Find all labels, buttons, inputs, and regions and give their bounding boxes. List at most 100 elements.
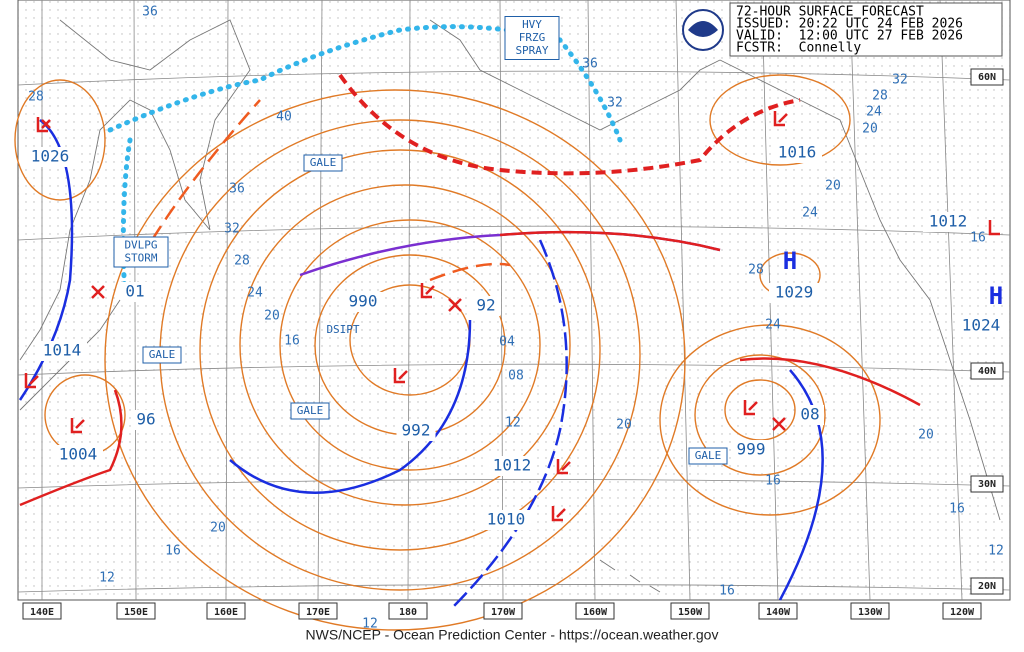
header-forecaster: FCSTR: Connelly <box>736 41 861 56</box>
pressure-center: 1014 <box>43 341 82 360</box>
hazard-box <box>504 16 560 60</box>
isobar-label: 36 <box>142 5 158 20</box>
pressure-bg <box>481 510 531 530</box>
isobar-label: 32 <box>607 96 623 111</box>
hazard-label: SPRAY <box>515 44 548 57</box>
header-valid: VALID: 12:00 UTC 27 FEB 2026 <box>736 29 963 44</box>
longitude-tag <box>575 602 615 620</box>
hazard-label: DVLPG <box>124 239 157 252</box>
isobar-label: 24 <box>765 318 781 333</box>
isobar-label: 36 <box>582 57 598 72</box>
isobar-label: 16 <box>284 334 300 349</box>
longitude-tag <box>298 602 338 620</box>
pressure-center: 1016 <box>778 143 817 162</box>
pressure-bg <box>53 445 103 465</box>
isobar-label: 32 <box>224 222 240 237</box>
dissipating-label: DSIPT <box>326 323 359 336</box>
gale-label: GALE <box>695 449 722 462</box>
longitude-label: 180 <box>399 607 417 618</box>
pressure-bg <box>772 143 822 163</box>
pressure-center: 08 <box>800 405 819 424</box>
longitude-label: 140W <box>766 607 791 618</box>
longitude-tag <box>116 602 156 620</box>
isobar-label: 24 <box>802 206 818 221</box>
longitude-label: 170W <box>491 607 516 618</box>
pressure-bg <box>121 282 149 302</box>
pressure-center: 1010 <box>487 510 526 529</box>
isobar-label: 16 <box>970 231 986 246</box>
isobar-label: 20 <box>616 418 632 433</box>
isobar-label: 20 <box>918 428 934 443</box>
pressure-center: 1004 <box>59 445 98 464</box>
isobar-label: 28 <box>28 90 44 105</box>
isobar-label: 36 <box>229 182 245 197</box>
pressure-center: 1029 <box>775 283 814 302</box>
pressure-center: 1024 <box>962 316 1001 335</box>
latitude-label: 60N <box>978 72 996 83</box>
longitude-label: 130W <box>858 607 883 618</box>
gale-label: GALE <box>310 156 337 169</box>
labels: 140E 150E 160E 170E 180 170W 160W 150W 140W 130W 1… <box>22 5 1006 632</box>
isobar-label: 28 <box>872 89 888 104</box>
isobar-label: 28 <box>234 254 250 269</box>
high-symbol: H <box>783 247 797 275</box>
isobar-label: 04 <box>499 335 515 350</box>
isobar-label: 16 <box>165 544 181 559</box>
longitude-label: 150E <box>124 607 148 618</box>
isobar-label: 24 <box>866 105 882 120</box>
isobar-label: 24 <box>247 286 263 301</box>
hazard-box <box>113 236 169 268</box>
pressure-bg <box>923 212 973 232</box>
latitude-label: 20N <box>978 581 996 592</box>
pressure-bg <box>472 296 500 316</box>
isobar-label: 16 <box>719 584 735 599</box>
longitude-label: 140E <box>30 607 54 618</box>
pressure-bg <box>731 440 771 460</box>
longitude-label: 150W <box>678 607 703 618</box>
hazard-label: FRZG <box>519 31 546 44</box>
longitude-tag <box>670 602 710 620</box>
isobars <box>14 74 881 631</box>
isobar-label: 28 <box>748 263 764 278</box>
gale-label: GALE <box>297 404 324 417</box>
pressure-bg <box>487 456 537 476</box>
pressure-center: 92 <box>476 296 495 315</box>
isobar-label: 40 <box>276 110 292 125</box>
latitude-label: 30N <box>978 479 996 490</box>
longitude-tag <box>388 602 428 620</box>
pressure-bg <box>25 147 75 167</box>
fronts <box>18 24 921 611</box>
isobar-label: 08 <box>508 369 524 384</box>
pressure-center: 96 <box>136 410 155 429</box>
isobar-label: 12 <box>362 617 378 632</box>
isobar-label: 20 <box>264 309 280 324</box>
isobar-label: 12 <box>988 544 1004 559</box>
pressure-bg <box>396 421 436 441</box>
isobar-label: 20 <box>210 521 226 536</box>
low-markers <box>24 111 1000 522</box>
pressure-center: 990 <box>349 292 378 311</box>
gale-box <box>142 346 182 364</box>
longitude-label: 120W <box>950 607 975 618</box>
pressure-center: 1012 <box>929 212 968 231</box>
longitude-tag <box>850 602 890 620</box>
longitude-tag <box>206 602 246 620</box>
pressure-center: 1012 <box>493 456 532 475</box>
isobar-label: 12 <box>505 416 521 431</box>
header-box: 72-HOUR SURFACE FORECAST ISSUED: 20:22 U… <box>729 2 1003 57</box>
latitude-label: 40N <box>978 366 996 377</box>
longitude-tag <box>758 602 798 620</box>
isobar-label: 12 <box>99 571 115 586</box>
pressure-center: 01 <box>125 282 144 301</box>
gale-box <box>303 154 343 172</box>
gale-box <box>290 402 330 420</box>
hazard-label: HVY <box>522 18 542 31</box>
pressure-center: 1026 <box>31 147 70 166</box>
latitude-tag <box>970 475 1004 493</box>
latitude-tag <box>970 577 1004 595</box>
longitude-tag <box>22 602 62 620</box>
longitude-label: 170E <box>306 607 330 618</box>
footer-credit: NWS/NCEP - Ocean Prediction Center - htt… <box>306 627 719 643</box>
isobar-label: 16 <box>949 502 965 517</box>
